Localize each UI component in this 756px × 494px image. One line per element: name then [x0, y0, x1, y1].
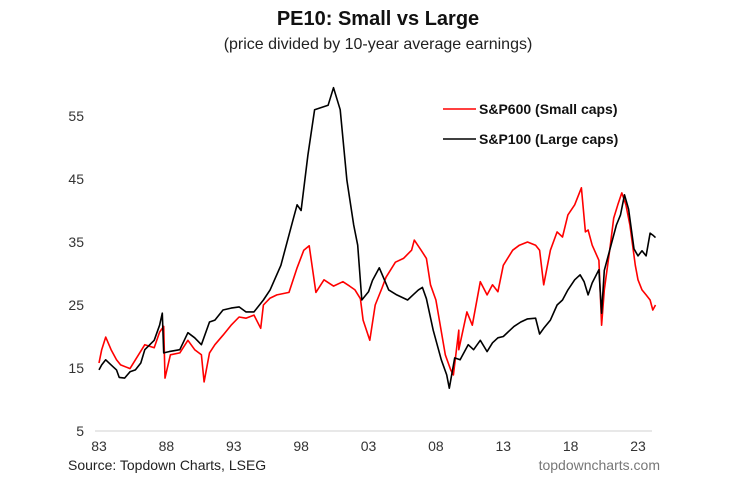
y-tick-label: 35 [68, 234, 84, 250]
legend: S&P600 (Small caps) S&P100 (Large caps) [443, 101, 618, 147]
chart-title: PE10: Small vs Large [276, 8, 480, 30]
series-line-sp100-large-caps [98, 86, 657, 389]
brand-watermark: topdowncharts.com [538, 457, 660, 473]
y-tick-label: 55 [68, 108, 84, 124]
x-axis-ticks: 83 88 93 98 03 08 13 18 23 [91, 438, 646, 454]
y-tick-label: 45 [68, 171, 84, 187]
x-tick-label: 23 [630, 438, 646, 454]
series-line-sp600-small-caps [98, 187, 657, 383]
source-note: Source: Topdown Charts, LSEG [68, 457, 267, 473]
x-tick-label: 83 [91, 438, 107, 454]
y-axis-ticks: 5 15 25 35 45 55 [68, 108, 84, 439]
legend-label: S&P100 (Large caps) [479, 131, 618, 147]
series-lines [98, 86, 657, 389]
x-tick-label: 08 [428, 438, 444, 454]
x-tick-label: 18 [563, 438, 579, 454]
y-tick-label: 25 [68, 297, 84, 313]
legend-label: S&P600 (Small caps) [479, 101, 618, 117]
x-tick-label: 88 [159, 438, 175, 454]
chart-subtitle: (price divided by 10-year average earnin… [223, 36, 533, 53]
x-tick-label: 93 [226, 438, 242, 454]
x-tick-label: 98 [293, 438, 309, 454]
y-tick-label: 15 [68, 360, 84, 376]
x-tick-label: 03 [361, 438, 377, 454]
x-tick-label: 13 [495, 438, 511, 454]
y-tick-label: 5 [76, 423, 84, 439]
